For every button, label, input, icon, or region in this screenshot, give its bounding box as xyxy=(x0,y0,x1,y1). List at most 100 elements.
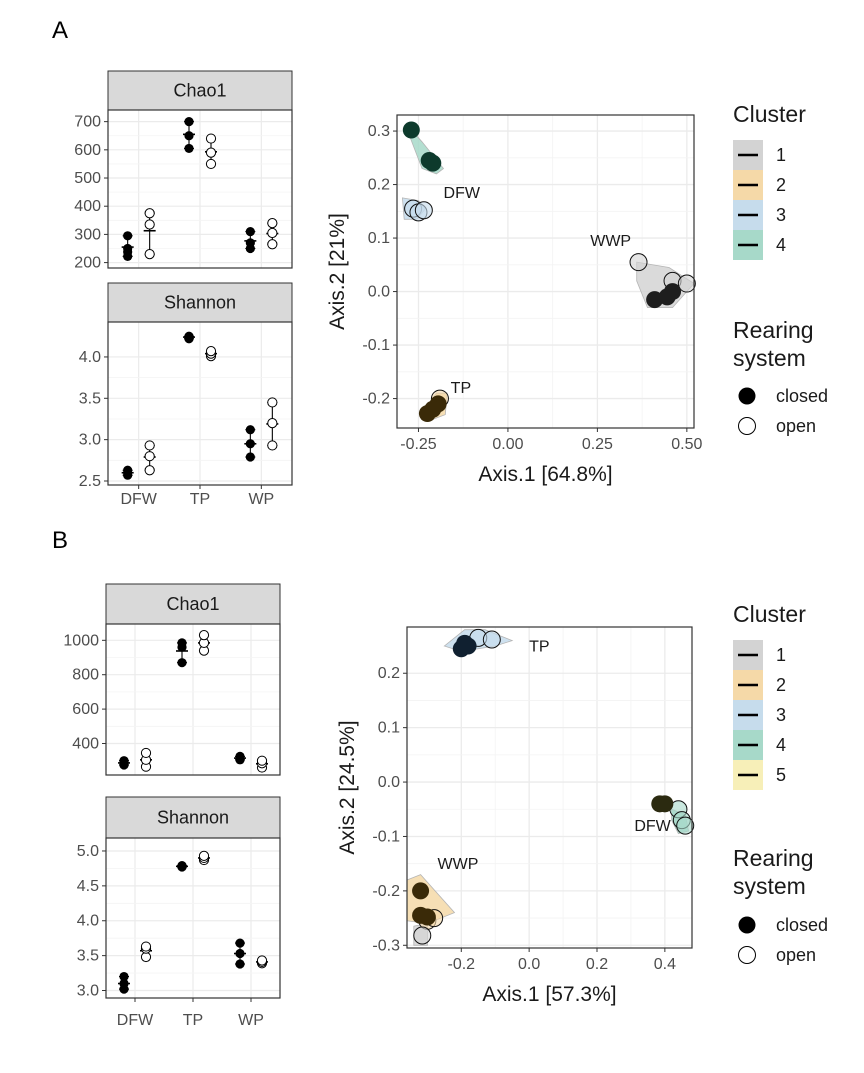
ordination-annotation: WWP xyxy=(590,233,631,250)
series-open xyxy=(143,346,279,476)
data-point-closed xyxy=(235,959,245,969)
legend-cluster-label: 4 xyxy=(776,735,786,755)
data-point-open xyxy=(144,451,155,462)
legend-cluster-title: Cluster xyxy=(733,601,806,627)
facet-strip-label: Chao1 xyxy=(166,594,219,614)
legend-shape-item: open xyxy=(738,416,816,436)
facet-strip xyxy=(105,796,281,839)
legend-shape-item: closed xyxy=(738,386,828,406)
ordination-point-closed xyxy=(456,634,474,652)
legend-shape-title: system xyxy=(733,345,806,371)
data-point-closed xyxy=(119,971,129,982)
ordination-x-axis-title: Axis.1 [64.8%] xyxy=(478,463,612,486)
ordination-annotation: TP xyxy=(451,380,471,397)
ordination-point-closed xyxy=(402,121,420,139)
data-point-open xyxy=(267,418,278,429)
x-tick-label: TP xyxy=(190,491,210,508)
ordination-point-open xyxy=(413,926,432,945)
data-point-open xyxy=(205,158,217,170)
data-point-closed xyxy=(177,861,187,871)
y-tick-label: 600 xyxy=(74,142,101,159)
y-tick-label: -0.2 xyxy=(372,883,400,900)
data-point-open xyxy=(267,218,278,229)
x-tick-label: TP xyxy=(183,1012,203,1029)
data-point-closed xyxy=(119,978,129,989)
data-point-open xyxy=(140,951,152,963)
y-tick-label: 0.0 xyxy=(378,774,400,791)
x-tick-label: WP xyxy=(248,491,274,508)
y-tick-label: -0.1 xyxy=(362,337,390,354)
y-tick-label: 4.0 xyxy=(79,349,101,366)
data-point-closed xyxy=(245,439,255,449)
legend-cluster-label: 2 xyxy=(776,675,786,695)
data-point-open xyxy=(144,219,155,230)
y-tick-label: 4.0 xyxy=(77,913,99,930)
data-point-open xyxy=(198,630,210,641)
series-open xyxy=(140,630,268,773)
data-point-open xyxy=(140,747,152,759)
y-tick-label: 400 xyxy=(72,735,99,752)
legend-shape-label: closed xyxy=(776,386,828,406)
data-point-closed xyxy=(184,143,194,154)
y-tick-label: 0.3 xyxy=(368,123,390,140)
facet-strip xyxy=(107,70,293,111)
data-point-closed xyxy=(235,948,245,959)
panel-a: Chao1 200 300 400 500 600 700 Shannon 2.5 3.0 3.5 4… xyxy=(74,70,828,508)
panel-label-a: A xyxy=(52,17,68,44)
ordination-border xyxy=(406,626,693,949)
ordination-y-axis-title: Axis.2 [21%] xyxy=(326,213,349,330)
legend-cluster-item: 4 xyxy=(733,230,786,260)
y-tick-label: 0.1 xyxy=(368,230,390,247)
y-tick-label: 3.5 xyxy=(77,948,99,965)
data-point-closed xyxy=(119,756,129,766)
y-tick-label: 1000 xyxy=(63,632,99,649)
data-point-closed xyxy=(184,331,194,341)
data-point-open xyxy=(267,239,278,250)
data-point-closed xyxy=(184,131,194,141)
data-point-closed xyxy=(123,465,133,475)
facet-strip xyxy=(105,583,281,625)
legend-cluster-label: 3 xyxy=(776,705,786,725)
ordination-plot-area xyxy=(407,627,692,948)
data-point-closed xyxy=(245,452,255,462)
data-point-closed xyxy=(184,117,194,127)
legend-cluster-label: 2 xyxy=(776,175,786,195)
data-point-closed xyxy=(235,751,245,761)
data-point-open xyxy=(256,955,268,966)
legend-cluster-item: 1 xyxy=(733,640,786,670)
x-tick-label: WP xyxy=(238,1012,264,1029)
legend-shape-label: closed xyxy=(776,915,828,935)
x-tick-label: 0.2 xyxy=(586,956,608,973)
x-tick-label: 0.4 xyxy=(654,956,676,973)
y-tick-label: 4.5 xyxy=(77,878,99,895)
data-point-open xyxy=(198,850,210,861)
x-tick-label: 0.0 xyxy=(518,956,540,973)
panel-label-b: B xyxy=(52,527,68,554)
data-point-closed xyxy=(245,425,255,435)
legend-cluster-item: 2 xyxy=(733,170,786,200)
ordination-plot: TP DFW WWP -0.2 0.0 0.2 0.4 -0.3 -0.2 -0.1 0.0 0.1 0… xyxy=(336,626,695,1006)
y-tick-label: 600 xyxy=(72,701,99,718)
legend-shape-item: open xyxy=(738,945,816,965)
legend-cluster-label: 1 xyxy=(776,645,786,665)
legend-cluster-label: 5 xyxy=(776,765,786,785)
ordination-x-axis-title: Axis.1 [57.3%] xyxy=(482,983,616,1006)
ordination-point-closed xyxy=(418,405,436,423)
legend-cluster-title: Cluster xyxy=(733,101,806,127)
legend-cluster-item: 3 xyxy=(733,200,786,230)
series-closed xyxy=(118,861,246,994)
x-tick-label: 0.25 xyxy=(582,436,613,453)
ordination-annotation: WWP xyxy=(438,856,479,873)
legend-cluster-item: 2 xyxy=(733,670,786,700)
series-open xyxy=(143,133,279,260)
data-point-closed xyxy=(235,938,245,948)
x-tick-label: 0.50 xyxy=(671,436,702,453)
ordination-point-closed xyxy=(418,908,436,926)
facet-shannon: Shannon 3.0 3.5 4.0 4.5 5.0 DFW TP WP xyxy=(77,796,281,1029)
y-tick-label: 3.0 xyxy=(79,432,101,449)
ordination-point-closed xyxy=(412,882,430,900)
y-tick-label: 3.0 xyxy=(77,983,99,1000)
data-point-open xyxy=(256,755,268,766)
